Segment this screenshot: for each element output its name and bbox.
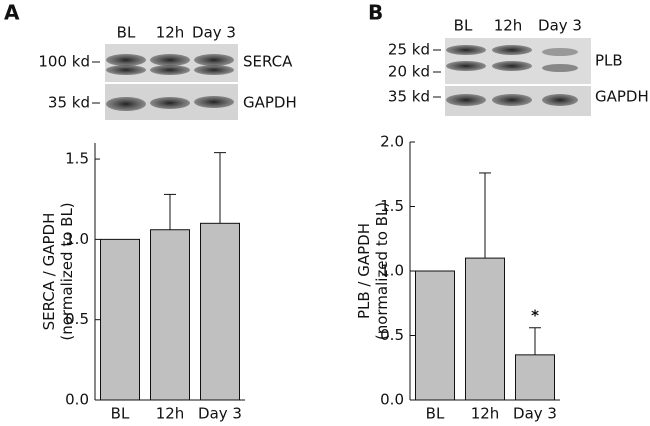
marker-label: 100 kd [38,53,90,71]
protein-label: GAPDH [595,88,649,106]
bar [150,229,190,401]
panel-label: A [4,1,20,25]
protein-label: GAPDH [243,94,297,112]
protein-label: PLB [595,52,623,70]
protein-label: SERCA [243,53,293,71]
lane-label: 12h [156,24,185,42]
bar [515,354,555,401]
error-bar [479,172,491,259]
bar [100,238,140,401]
y-axis-label-line: PLB / GAPDH [355,223,373,319]
y-tick-label: 0.5 [65,310,89,328]
lane-label: Day 3 [192,24,236,42]
y-tick-label: 1.0 [65,230,89,248]
bar [465,257,505,401]
y-axis-label: PLB / GAPDH(normalized to BL) [355,202,391,340]
y-tick-label: 0.0 [65,391,89,409]
error-bar [214,152,226,224]
blot-image [105,44,238,120]
error-bar [529,327,541,355]
y-tick-label: 0.0 [380,391,404,409]
annotation: * [531,306,539,324]
x-tick-label: BL [111,405,130,423]
y-tick-label: 2.0 [380,133,404,151]
lane-label: Day 3 [538,17,582,35]
y-tick-label: 1.0 [380,262,404,280]
y-tick-label: 1.5 [380,197,404,215]
bar [200,222,240,401]
marker-label: 35 kd [388,88,430,106]
x-tick-label: Day 3 [513,405,557,423]
y-tick-label: 1.5 [65,150,89,168]
lane-label: BL [117,24,136,42]
error-bar [164,193,176,230]
x-tick-label: Day 3 [198,405,242,423]
blot-image [445,38,591,116]
y-axis-label-line: SERCA / GAPDH [40,213,58,331]
y-axis-label-line: (normalized to BL) [373,202,391,340]
marker-label: 20 kd [388,63,430,81]
bar [415,270,455,401]
lane-label: 12h [494,17,523,35]
marker-label: 25 kd [388,41,430,59]
panel-label: B [368,1,383,25]
x-tick-label: 12h [156,405,185,423]
lane-label: BL [454,17,473,35]
x-tick-label: 12h [471,405,500,423]
marker-label: 35 kd [48,94,90,112]
y-axis-label-line: (normalized to BL) [58,202,76,340]
y-tick-label: 0.5 [380,326,404,344]
x-tick-label: BL [426,405,445,423]
y-axis-label: SERCA / GAPDH(normalized to BL) [40,202,76,340]
